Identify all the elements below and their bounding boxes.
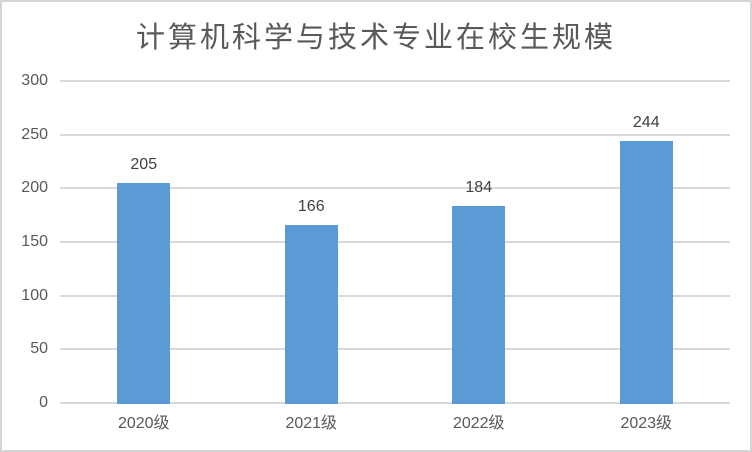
- bar-2023[interactable]: [619, 141, 673, 404]
- x-axis-category-label: 2023级: [620, 415, 673, 432]
- y-axis-tick-label: 250: [21, 125, 48, 143]
- x-axis-line: [60, 402, 730, 404]
- x-axis-category-label: 2021级: [285, 415, 338, 432]
- bar-value-label: 205: [130, 155, 158, 173]
- gridline: [60, 348, 730, 351]
- y-axis-tick-label: 50: [30, 340, 48, 358]
- y-axis-tick-label: 200: [21, 179, 48, 197]
- y-axis-tick-label: 100: [21, 286, 48, 304]
- gridline: [60, 187, 730, 190]
- gridline: [60, 133, 730, 136]
- bar-value-label: 166: [297, 197, 325, 215]
- y-axis-tick-label: 300: [21, 72, 48, 89]
- gridline: [60, 294, 730, 297]
- y-axis-tick-label: 0: [39, 394, 48, 411]
- gridline: [60, 241, 730, 243]
- y-axis-tick-label: 150: [21, 233, 48, 250]
- bar-value-label: 184: [465, 178, 493, 196]
- bar-2022[interactable]: [452, 205, 506, 404]
- bar-2020[interactable]: [117, 182, 171, 404]
- gridline: [60, 80, 730, 82]
- bar-value-label: 244: [632, 114, 660, 132]
- bar-2021[interactable]: [284, 224, 338, 404]
- x-axis-category-label: 2022级: [452, 415, 505, 432]
- chart-title: 计算机科学与技术专业在校生规模: [135, 22, 616, 54]
- x-axis-category-label: 2020级: [117, 415, 170, 432]
